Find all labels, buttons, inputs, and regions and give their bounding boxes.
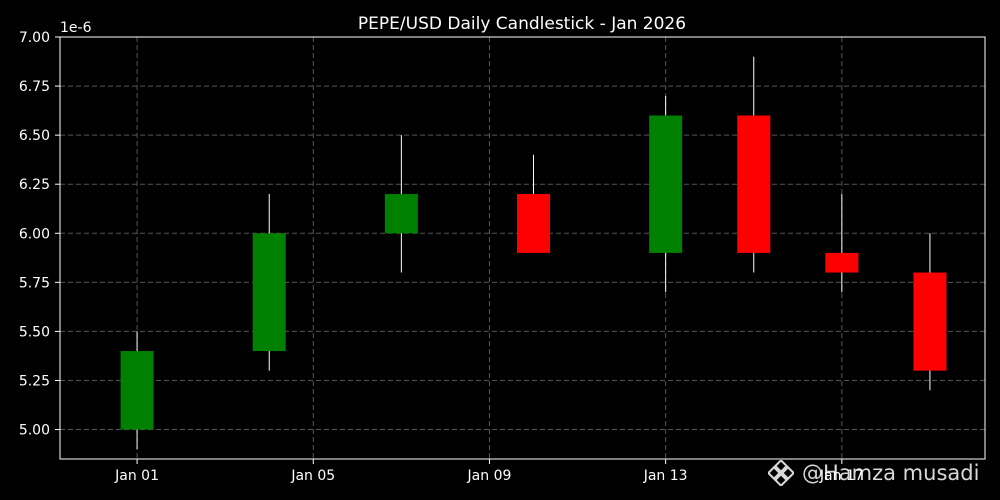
candle-body-down xyxy=(737,115,771,253)
y-tick-label: 6.75 xyxy=(19,79,50,95)
x-tick-label: Jan 13 xyxy=(643,468,688,484)
candle-body-up xyxy=(120,351,154,430)
candle-body-up xyxy=(649,115,683,253)
candle-body-up xyxy=(384,194,418,234)
y-axis: 5.00 5.25 5.50 5.75 6.00 6.25 6.50 6.75 7.00 xyxy=(19,30,60,439)
x-tick-label: Jan 05 xyxy=(290,468,335,484)
candle-body-up xyxy=(252,233,286,352)
x-tick-label: Jan 17 xyxy=(819,468,864,484)
candle-body-down xyxy=(825,252,859,273)
y-tick-label: 6.50 xyxy=(19,128,50,144)
chart-title: PEPE/USD Daily Candlestick - Jan 2026 xyxy=(358,14,686,34)
y-tick-label: 5.50 xyxy=(19,324,50,340)
y-offset-label: 1e-6 xyxy=(60,20,92,36)
x-axis: Jan 01 Jan 05 Jan 09 Jan 13 Jan 17 xyxy=(114,459,864,484)
y-tick-label: 6.00 xyxy=(19,226,50,242)
y-tick-label: 6.25 xyxy=(19,177,50,193)
y-tick-label: 7.00 xyxy=(19,30,50,46)
candles xyxy=(120,56,947,450)
y-tick-label: 5.25 xyxy=(19,373,50,389)
x-tick-label: Jan 09 xyxy=(467,468,512,484)
x-tick-label: Jan 01 xyxy=(114,468,159,484)
candle-body-down xyxy=(516,194,551,253)
y-tick-label: 5.00 xyxy=(19,423,50,439)
candle-body-down xyxy=(913,272,947,371)
y-tick-label: 5.75 xyxy=(19,275,50,291)
plot-frame xyxy=(59,36,986,460)
